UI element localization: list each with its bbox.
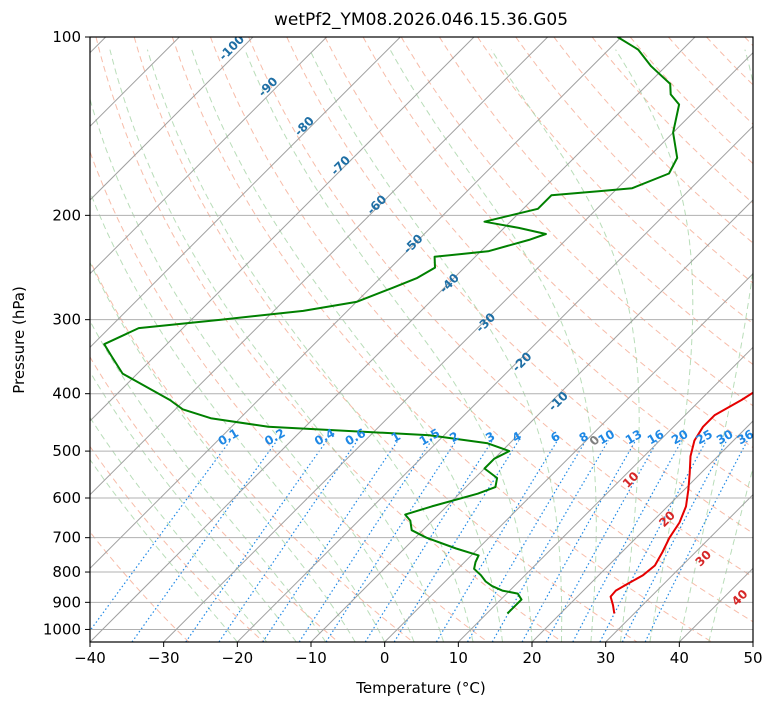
isotherm-line (90, 37, 549, 496)
moist-adiabat-line (90, 370, 297, 642)
x-tick-label: −30 (148, 649, 180, 667)
dry-adiabat-line (90, 259, 414, 642)
plot-frame (89, 36, 754, 643)
y-tick-label: 1000 (43, 620, 81, 638)
dry-adiabat-line (90, 445, 264, 642)
x-axis: −40 −30 −20 −10 0 10 20 30 40 50 (74, 642, 763, 667)
isotherm-line (384, 272, 753, 642)
dry-adiabat-line (324, 37, 753, 491)
dry-adiabat-line (95, 37, 563, 642)
moist-adiabat-line (90, 261, 356, 642)
moist-adiabat-line (90, 320, 327, 642)
mixing-ratio-line (185, 440, 328, 642)
mixing-ratio-line (131, 440, 278, 642)
x-tick-label: −40 (74, 649, 106, 667)
mixing-ratio-line (325, 440, 457, 642)
x-tick-label: −20 (222, 649, 254, 667)
mixing-ratio-line (298, 440, 432, 642)
dry-adiabat-line (438, 37, 753, 366)
y-tick-label: 700 (52, 529, 81, 547)
mixing-ratio-line (644, 440, 748, 642)
mixing-ratio-line (466, 440, 587, 642)
dry-adiabat-line (591, 37, 753, 204)
isotherm-line (236, 125, 753, 642)
mixing-ratio-label: 36 (735, 427, 756, 447)
moist-adiabat-line (389, 49, 597, 642)
dry-adiabat-line (286, 37, 753, 534)
dry-adiabat-line (133, 37, 638, 642)
moist-adiabat-line (615, 49, 694, 642)
y-tick-label: 500 (52, 442, 81, 460)
moist-adiabat-line (678, 49, 753, 642)
dewpoint-line (103, 37, 681, 615)
dry-adiabat-line (248, 37, 753, 578)
isotherm-line (457, 346, 753, 642)
isotherm-line (90, 37, 254, 201)
x-tick-label: 50 (743, 649, 762, 667)
y-tick-label: 600 (52, 489, 81, 507)
temperature-line (609, 391, 753, 614)
dry-adiabat-line (171, 37, 712, 642)
x-tick-label: 10 (449, 649, 468, 667)
isotherm-line (163, 51, 753, 642)
background-lines (90, 37, 753, 642)
isotherm-line (90, 37, 696, 642)
moist-adiabat-line (490, 49, 640, 642)
chart-title: wetPf2_YM08.2026.046.15.36.G05 (274, 10, 568, 30)
mixing-ratio-line (262, 440, 399, 642)
y-tick-label: 100 (52, 28, 81, 46)
mixing-ratio-line (521, 440, 637, 642)
x-tick-label: 40 (670, 649, 689, 667)
y-tick-label: 200 (52, 206, 81, 224)
isotherm-line (90, 37, 401, 349)
x-tick-label: −10 (295, 649, 327, 667)
dry-adiabat-line (210, 37, 753, 623)
y-axis: 100 200 300 400 500 600 700 800 900 1000 (43, 28, 90, 638)
moist-adiabat-line (90, 416, 268, 642)
y-tick-label: 300 (52, 311, 81, 329)
mixing-ratio-line (491, 440, 609, 642)
mixing-ratio-line (572, 440, 683, 642)
profile-lines (103, 37, 753, 615)
isotherm-line (310, 199, 753, 642)
isotherm-lines (90, 37, 753, 642)
moist-adiabat-line (90, 458, 238, 642)
y-tick-label: 900 (52, 593, 81, 611)
dry-adiabat-line (553, 37, 753, 244)
x-axis-title: Temperature (°C) (355, 679, 485, 697)
pressure-gridlines (90, 37, 753, 630)
y-tick-label: 800 (52, 563, 81, 581)
isotherm-line (531, 420, 753, 642)
moist-adiabat-line (90, 97, 415, 642)
isotherm-line (90, 37, 622, 570)
isotherm-line (605, 493, 753, 642)
mixing-ratio-line (545, 440, 659, 642)
isotherm-line (90, 37, 475, 422)
mixing-ratio-line (364, 440, 493, 642)
moist-adiabat-line (309, 49, 563, 642)
moist-adiabat-line (244, 49, 533, 642)
x-tick-label: 0 (380, 649, 390, 667)
x-tick-label: 20 (522, 649, 541, 667)
moist-adiabat-line (109, 49, 445, 642)
isotherm-line (90, 37, 328, 275)
mixing-ratio-line (90, 440, 231, 632)
dry-adiabat-line (400, 37, 753, 407)
mixing-ratio-line (435, 440, 558, 642)
y-tick-label: 400 (52, 385, 81, 403)
moist-adiabat-line (146, 49, 474, 642)
x-tick-label: 30 (596, 649, 615, 667)
y-axis-title: Pressure (hPa) (10, 286, 28, 394)
moist-adiabat-line (708, 466, 753, 642)
dry-adiabat-line (90, 356, 339, 642)
moist-adiabat-line (191, 49, 503, 642)
